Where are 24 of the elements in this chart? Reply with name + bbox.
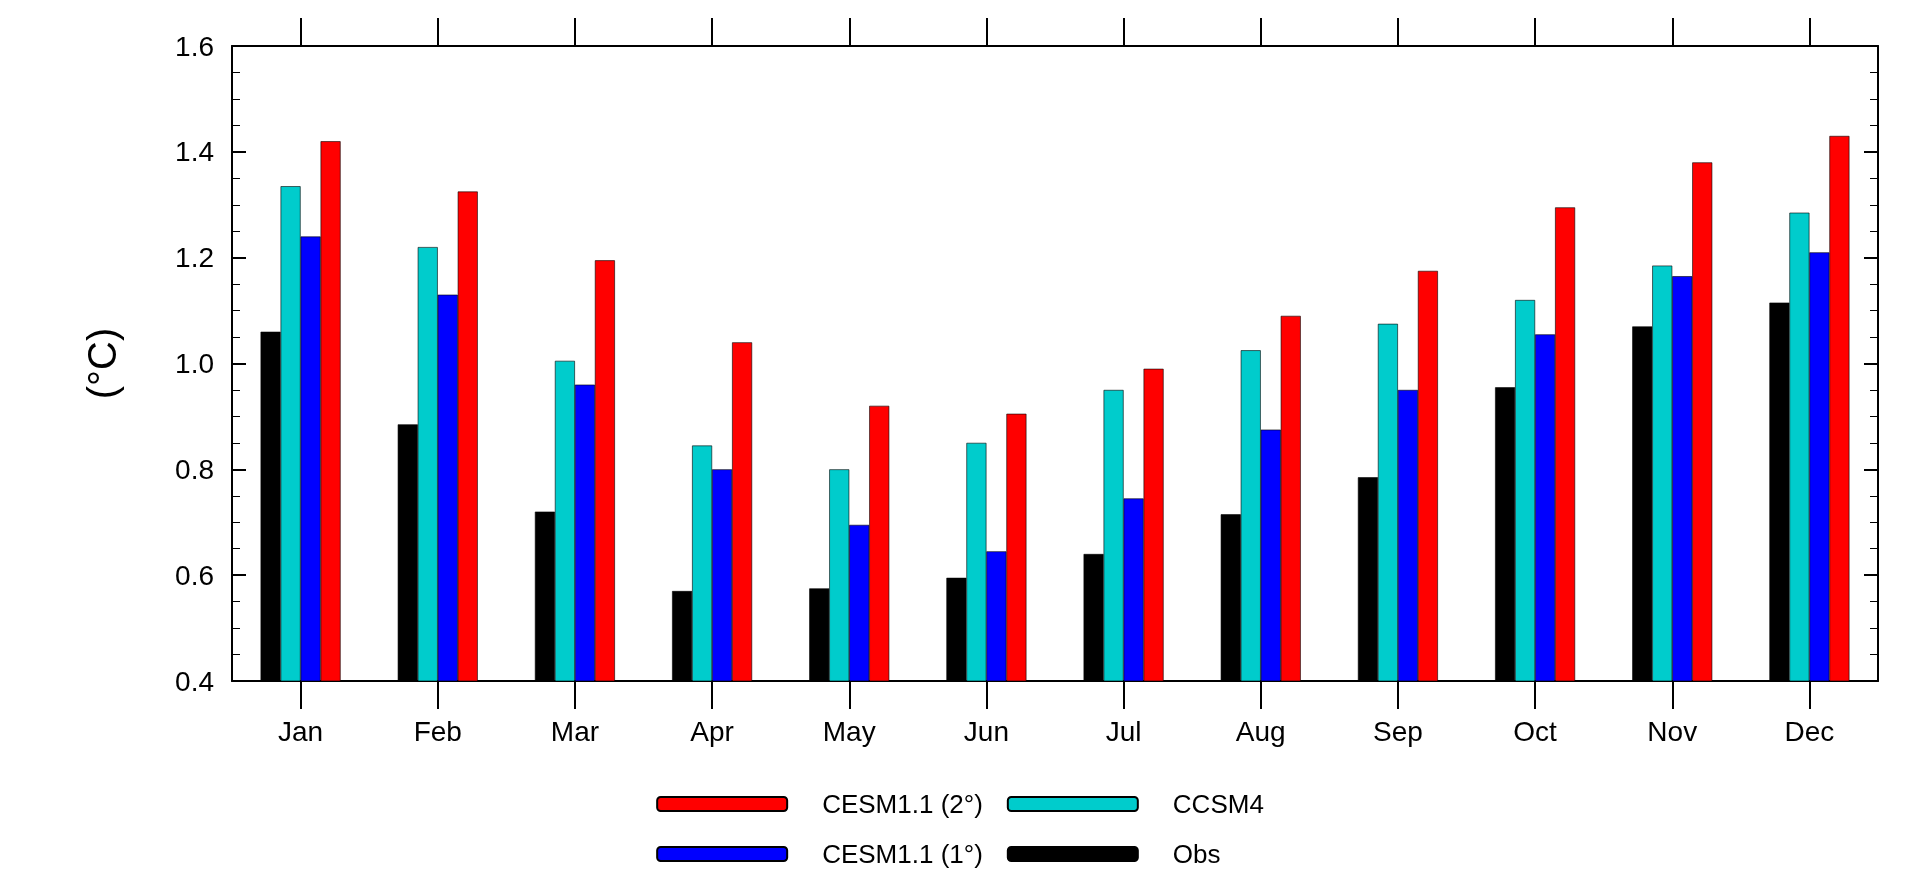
x-tick-label: May xyxy=(822,715,876,747)
legend-label: CESM1.1 (1°) xyxy=(822,839,983,869)
y-tick-label: 0.8 xyxy=(175,453,214,485)
legend-label: Obs xyxy=(1172,839,1221,869)
y-tick-label: 0.6 xyxy=(175,559,214,591)
y-tick-label: 1.2 xyxy=(175,242,214,274)
x-tick-label: Apr xyxy=(690,715,734,747)
x-tick-label: Dec xyxy=(1784,715,1835,747)
x-tick-label: Jul xyxy=(1105,715,1142,747)
y-tick-label: 1.0 xyxy=(175,348,214,379)
x-tick-label: Oct xyxy=(1513,715,1558,747)
x-tick-label: Feb xyxy=(413,715,462,747)
x-tick-label: Jan xyxy=(278,715,324,747)
x-tick-label: Aug xyxy=(1235,715,1286,747)
legend-label: CCSM4 xyxy=(1172,789,1264,819)
x-tick-label: Sep xyxy=(1373,715,1423,747)
x-tick-label: Nov xyxy=(1647,715,1698,747)
legend-label: CESM1.1 (2°) xyxy=(822,789,983,819)
y-tick-label: 1.4 xyxy=(175,136,214,168)
y-axis-title: (°C) xyxy=(80,327,124,400)
x-tick-label: Mar xyxy=(550,715,600,747)
y-tick-label: 0.4 xyxy=(175,665,214,697)
x-tick-label: Jun xyxy=(963,715,1009,747)
y-tick-label: 1.6 xyxy=(175,30,214,62)
